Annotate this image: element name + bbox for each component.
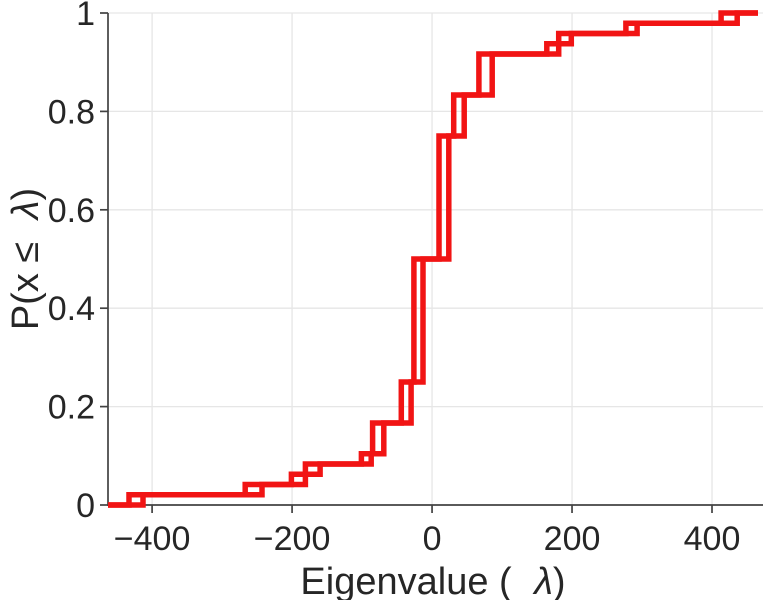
y-tick-label: 0.2: [48, 389, 95, 427]
x-axis-label: Eigenvalue ( λ): [300, 561, 565, 600]
y-axis-label-text: P(x ≤ λ): [5, 188, 47, 330]
y-tick-label: 1: [76, 0, 95, 33]
y-tick-label: 0.4: [48, 290, 95, 328]
grid-lines: [108, 12, 763, 505]
y-tick-label: 0: [76, 487, 95, 525]
ecdf-step-line-2: [108, 10, 758, 508]
y-tick-label: 0.8: [48, 93, 95, 131]
x-axis-label-text: Eigenvalue ( λ): [300, 561, 565, 600]
x-tick-labels: −400 −200 0 200 400: [114, 520, 741, 558]
y-tick-label: 0.6: [48, 192, 95, 230]
x-tick-label: −400: [114, 520, 191, 558]
x-tick-label: 200: [544, 520, 601, 558]
y-tick-labels: 0 0.2 0.4 0.6 0.8 1: [48, 0, 95, 525]
axes: [100, 12, 763, 513]
y-axis-label: P(x ≤ λ): [5, 188, 47, 330]
x-tick-label: 400: [684, 520, 741, 558]
x-tick-label: 0: [423, 520, 442, 558]
x-tick-label: −200: [254, 520, 331, 558]
